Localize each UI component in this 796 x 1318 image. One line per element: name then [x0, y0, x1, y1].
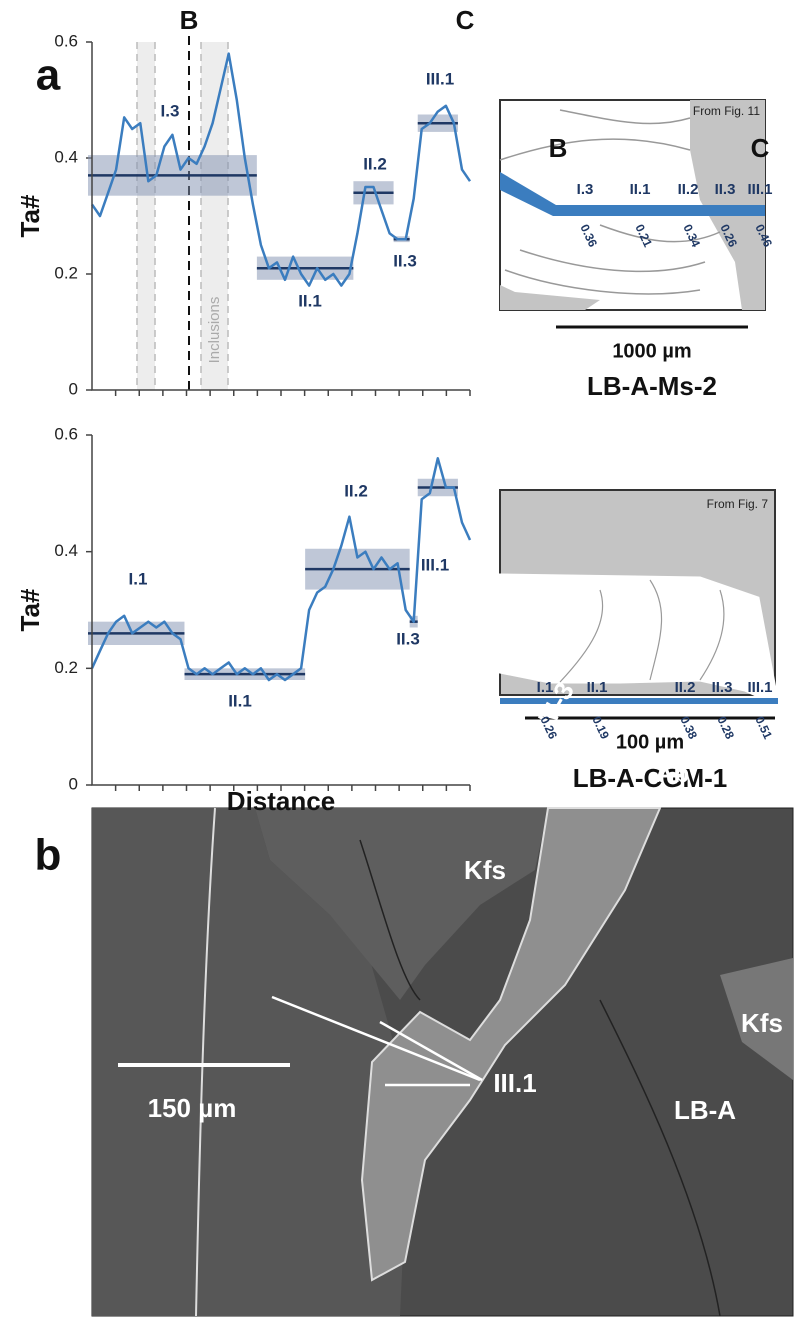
zone-label: III.1 — [493, 1068, 536, 1098]
inset-map: From Fig. 11 B C 1000 µm LB-A-Ms-2 — [499, 99, 770, 401]
scale-label: 100 µm — [616, 731, 684, 753]
zone-label: II.1 — [587, 679, 608, 696]
zone-label: II.3 — [715, 181, 736, 198]
y-tick-label: 0 — [69, 379, 78, 398]
y-tick-label: 0.2 — [54, 263, 78, 282]
segment-label: II.2 — [363, 154, 387, 173]
point-label: C — [456, 5, 475, 35]
zone-label: I.3 — [577, 181, 594, 198]
y-tick-label: 0.6 — [54, 424, 78, 443]
segment-label: I.1 — [129, 569, 148, 588]
inclusion-band — [201, 42, 228, 390]
segment-label: II.3 — [393, 251, 417, 270]
panel-label: b — [35, 831, 62, 880]
scale-label: 150 µm — [148, 1093, 237, 1123]
inclusions-label: Inclusions — [206, 297, 223, 364]
zone-label: III.1 — [747, 181, 772, 198]
y-tick-label: 0.4 — [54, 541, 78, 560]
y-tick-label: 0.6 — [54, 31, 78, 50]
bse-image: Kfs CGM-3 Ms-2 Ab Kfs III.1 LB-A 150 µm — [91, 677, 794, 1317]
segment-label: III.1 — [426, 69, 454, 88]
x-axis-label: Distance — [227, 786, 335, 816]
zone-label: I.1 — [537, 679, 554, 696]
segment-label: II.3 — [396, 629, 420, 648]
source-note: From Fig. 7 — [707, 497, 769, 511]
zone-label: II.3 — [712, 679, 733, 696]
y-axis-label: Ta# — [15, 194, 45, 237]
y-tick-label: 0 — [69, 774, 78, 793]
data-line — [90, 457, 472, 682]
scale-label: 1000 µm — [612, 340, 691, 362]
zone-label: II.2 — [678, 181, 699, 198]
y-tick-label: 0.2 — [54, 658, 78, 677]
segment-label: III.1 — [421, 555, 449, 574]
point-label: C — [751, 133, 770, 163]
y-tick-label: 0.4 — [54, 147, 78, 166]
point-label: B — [180, 5, 199, 35]
inclusion-band — [137, 42, 155, 390]
y-axis-label: Ta# — [15, 588, 45, 631]
sample-name: LB-A-Ms-2 — [587, 371, 717, 401]
segment-label: II.1 — [228, 691, 252, 710]
segment-label: I.3 — [161, 101, 180, 120]
point-label: B — [549, 133, 568, 163]
zone-label: II.2 — [675, 679, 696, 696]
axes — [91, 435, 470, 786]
mineral-label: Kfs — [464, 855, 506, 885]
data-line — [90, 52, 472, 287]
sample-name: LB-A-CGM-1 — [573, 763, 728, 793]
band-edges — [136, 42, 229, 390]
segment-label: II.2 — [344, 481, 368, 500]
panel-label: a — [36, 51, 61, 100]
mineral-label: Kfs — [741, 1008, 783, 1038]
source-note: From Fig. 11 — [693, 104, 760, 118]
sample-label: LB-A — [674, 1095, 736, 1125]
axes — [91, 42, 470, 391]
inset-map: From Fig. 7 100 µm LB-A-CGM-1 — [498, 489, 781, 793]
zone-label: II.1 — [630, 181, 651, 198]
segment-label: II.1 — [298, 291, 322, 310]
zone-label: III.1 — [747, 679, 772, 696]
mineral-label: Ab — [655, 758, 690, 788]
mineral-label: Ms-2 — [248, 740, 307, 770]
